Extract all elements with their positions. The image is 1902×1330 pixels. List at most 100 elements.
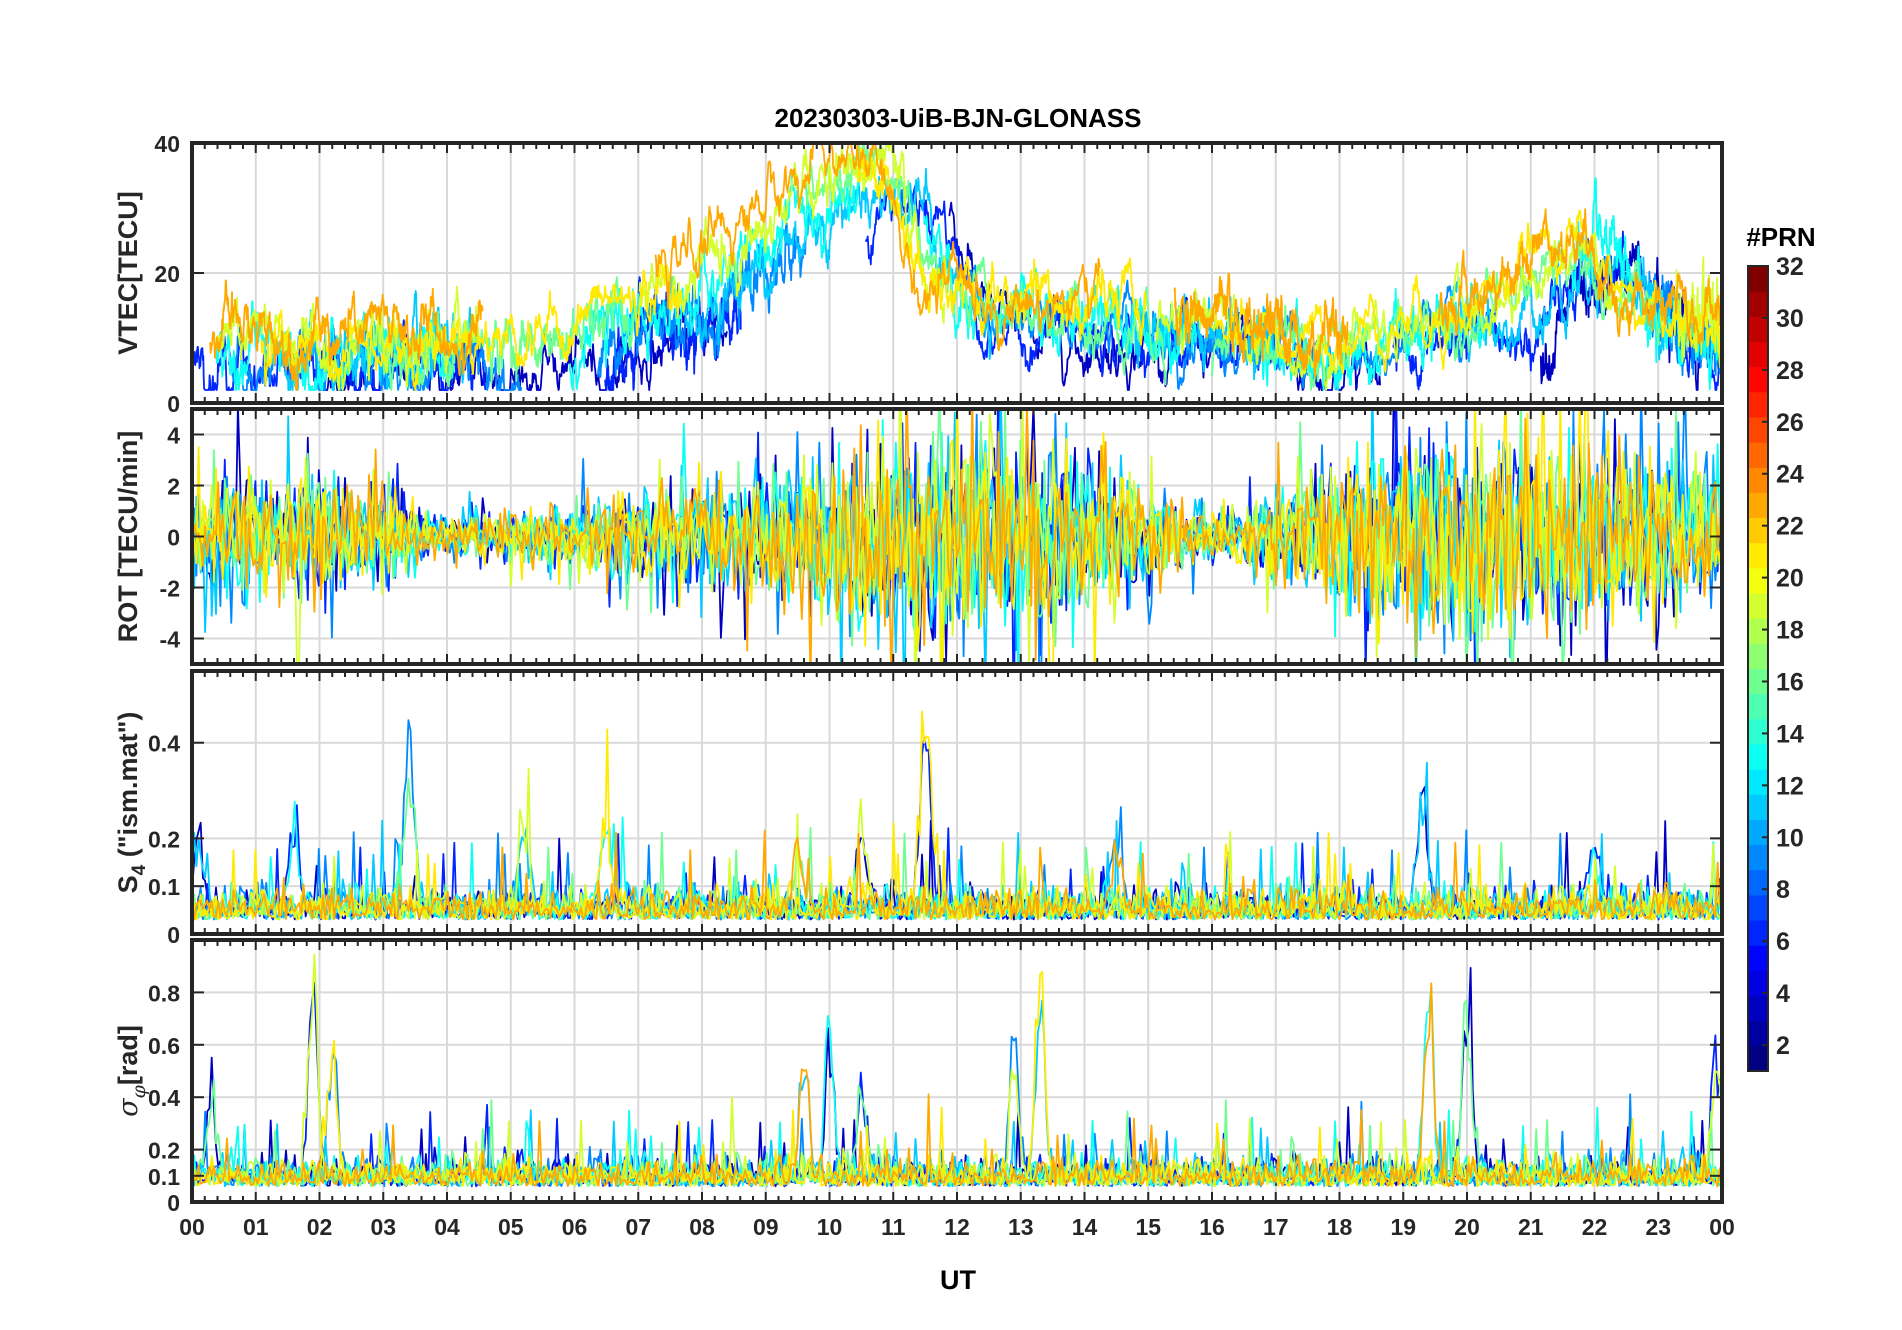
colorbar-band — [1748, 970, 1768, 997]
x-tick-label: 21 — [1518, 1214, 1544, 1240]
colorbar-tick-label: 30 — [1776, 305, 1804, 333]
colorbar-band — [1748, 995, 1768, 1022]
colorbar-tick-label: 10 — [1776, 824, 1804, 852]
x-tick-label: 16 — [1199, 1214, 1225, 1240]
y-tick-label: -2 — [160, 576, 180, 602]
series-line — [214, 171, 1722, 391]
colorbar-band — [1748, 819, 1768, 846]
x-tick-label: 11 — [881, 1214, 906, 1240]
y-tick-label: 0.6 — [148, 1033, 180, 1059]
panel-s4: 0 0.1 0.2 0.4S4 ("ism.mat") — [113, 669, 1724, 948]
series-line — [216, 143, 1722, 391]
series-line — [192, 409, 1722, 664]
y-tick-label: 20 — [154, 261, 180, 287]
series-group — [192, 710, 1722, 921]
panel-vtec: 0 20 40 VTEC[TECU] — [113, 131, 1724, 417]
colorbar-band — [1748, 743, 1768, 770]
colorbar-band — [1748, 668, 1768, 695]
colorbar-band — [1748, 316, 1768, 342]
colorbar-band — [1748, 341, 1768, 368]
minor-ticks — [191, 409, 1723, 664]
x-tick-label: 05 — [498, 1214, 524, 1240]
colorbar-band — [1748, 1045, 1768, 1072]
colorbar-band — [1748, 391, 1768, 418]
x-tick-label: 03 — [370, 1214, 396, 1240]
y-tick-label: 0 — [167, 391, 180, 417]
colorbar-band — [1748, 1020, 1768, 1047]
colorbar-band — [1748, 920, 1768, 946]
colorbar-band — [1748, 517, 1768, 544]
colorbar-band — [1748, 869, 1768, 896]
series-line — [192, 409, 1722, 664]
x-tick-label: 00 — [1709, 1214, 1735, 1240]
y-axis-label: S4 ("ism.mat") — [113, 712, 150, 894]
y-tick-label: 0.1 — [148, 874, 180, 900]
colorbar-tick-label: 24 — [1776, 461, 1804, 489]
colorbar-band — [1748, 718, 1768, 745]
y-tick-label: 0.2 — [148, 1138, 180, 1164]
colorbar-band — [1748, 366, 1768, 393]
y-axis-label: σφ[rad] — [113, 1025, 150, 1117]
colorbar-band — [1748, 542, 1768, 569]
panel-sigma_phi: 00.10.2 0.4 0.6 0.8 σφ[rad] — [113, 938, 1724, 1216]
x-tick-label: 01 — [243, 1214, 269, 1240]
series-group — [192, 409, 1722, 664]
colorbar-band — [1748, 567, 1768, 594]
y-axis-label: VTEC[TECU] — [113, 191, 143, 355]
x-tick-label: 12 — [944, 1214, 970, 1240]
colorbar-band — [1748, 467, 1768, 493]
x-tick-label: 04 — [434, 1214, 460, 1240]
figure-title: 20230303-UiB-BJN-GLONASS — [774, 103, 1141, 133]
x-tick-label: 20 — [1454, 1214, 1480, 1240]
colorbar-band — [1748, 492, 1768, 519]
y-tick-label: 0.1 — [148, 1164, 180, 1190]
colorbar-band — [1748, 416, 1768, 443]
panel-rot: -4 -2 0 2 4 ROT [TECU/min] — [113, 407, 1724, 666]
x-tick-label: 06 — [562, 1214, 588, 1240]
x-tick-label: 18 — [1327, 1214, 1353, 1240]
colorbar-band — [1748, 693, 1768, 720]
x-tick-label: 00 — [179, 1214, 205, 1240]
colorbar-tick-label: 18 — [1776, 617, 1804, 645]
minor-ticks — [191, 143, 1723, 403]
x-tick-label: 19 — [1390, 1214, 1416, 1240]
x-tick-label: 10 — [817, 1214, 843, 1240]
colorbar-band — [1748, 894, 1768, 921]
colorbar-band — [1748, 769, 1768, 795]
colorbar-tick-label: 14 — [1776, 720, 1804, 748]
colorbar-tick-label: 22 — [1776, 513, 1804, 541]
colorbar-band — [1748, 643, 1768, 669]
y-tick-label: 2 — [167, 474, 180, 500]
y-tick-label: 4 — [167, 423, 180, 449]
x-axis: 00 01 02 03 04 05 06 07 08 09 10 11 12 13 14 15 16 17 18 19… — [179, 1214, 1735, 1240]
colorbar-tick-label: 2 — [1776, 1032, 1790, 1060]
y-tick-label: 0 — [167, 525, 180, 551]
colorbar-band — [1748, 794, 1768, 820]
x-tick-label: 07 — [625, 1214, 651, 1240]
colorbar-tick-label: 6 — [1776, 928, 1790, 956]
y-tick-label: 40 — [154, 131, 180, 157]
colorbar-tick-label: 4 — [1776, 980, 1790, 1008]
colorbar-tick-label: 8 — [1776, 876, 1790, 904]
colorbar-tick-label: 32 — [1776, 253, 1804, 281]
series-line — [192, 982, 1722, 1188]
y-tick-label: 0.8 — [148, 980, 180, 1006]
colorbar-band — [1748, 945, 1768, 971]
colorbar-band — [1748, 618, 1768, 644]
colorbar-frame — [1747, 265, 1769, 1072]
colorbar-band — [1748, 593, 1768, 619]
x-axis-label: UT — [940, 1265, 976, 1295]
x-tick-label: 13 — [1008, 1214, 1034, 1240]
series-group — [192, 953, 1722, 1188]
colorbar-tick-label: 26 — [1776, 409, 1804, 437]
x-tick-label: 17 — [1263, 1214, 1289, 1240]
x-tick-label: 15 — [1135, 1214, 1161, 1240]
colorbar-band — [1748, 442, 1768, 468]
x-tick-label: 22 — [1582, 1214, 1608, 1240]
y-tick-label: 0.4 — [148, 1085, 180, 1111]
x-tick-label: 08 — [689, 1214, 715, 1240]
colorbar-band — [1748, 844, 1768, 871]
